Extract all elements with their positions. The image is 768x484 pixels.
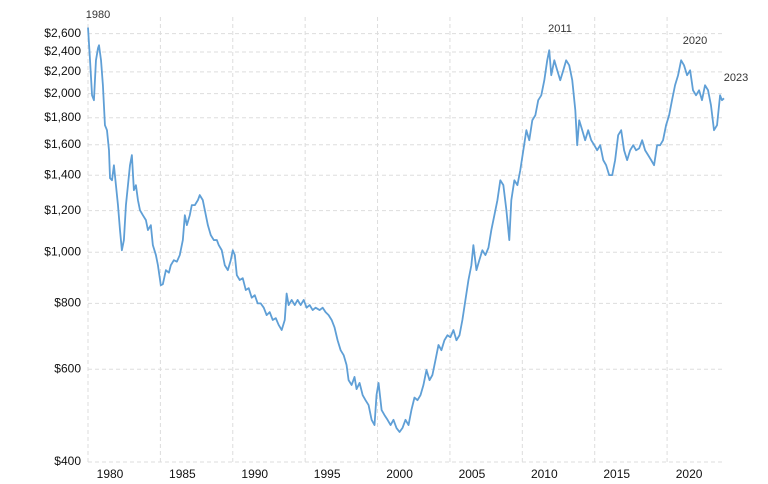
- y-tick-label: $2,200: [44, 64, 81, 78]
- y-tick-label: $1,400: [44, 167, 81, 181]
- x-tick-label: 2010: [531, 467, 558, 481]
- y-tick-label: $1,800: [44, 110, 81, 124]
- y-tick-label: $1,200: [44, 203, 81, 217]
- x-tick-label: 1980: [97, 467, 124, 481]
- x-tick-label: 1995: [314, 467, 341, 481]
- x-tick-label: 2020: [676, 467, 703, 481]
- y-tick-label: $400: [54, 454, 81, 468]
- annotation: 1980: [86, 9, 110, 21]
- annotation: 2011: [548, 23, 572, 35]
- x-tick-label: 1990: [241, 467, 268, 481]
- price-line: [87, 27, 725, 433]
- annotation: 2023: [724, 72, 748, 84]
- y-tick-label: $2,600: [44, 26, 81, 40]
- x-tick-label: 2015: [603, 467, 630, 481]
- annotation: 2020: [683, 35, 707, 47]
- y-tick-label: $2,400: [44, 44, 81, 58]
- y-tick-label: $800: [54, 296, 81, 310]
- y-tick-label: $2,000: [44, 86, 81, 100]
- x-tick-label: 2000: [386, 467, 413, 481]
- y-tick-label: $1,000: [44, 244, 81, 258]
- x-tick-label: 2005: [459, 467, 486, 481]
- y-tick-label: $1,600: [44, 137, 81, 151]
- x-tick-label: 1985: [169, 467, 196, 481]
- y-tick-label: $600: [54, 361, 81, 375]
